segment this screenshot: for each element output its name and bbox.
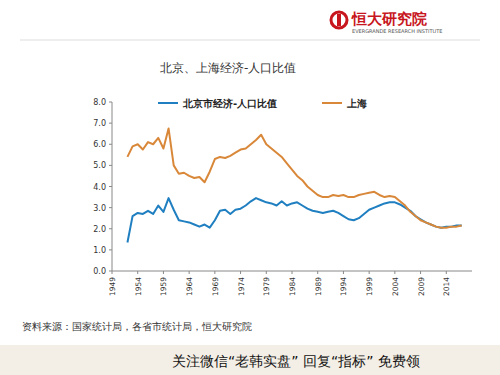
logo <box>337 14 341 26</box>
y-tick-label: 1.0 <box>93 246 106 255</box>
x-tick <box>394 271 395 274</box>
x-tick-label: 1969 <box>211 277 220 296</box>
x-tick-label: 1954 <box>134 277 143 296</box>
promo: 关注微信“老韩实盘” 回复“指标” 免费领 <box>172 353 420 369</box>
x-tick-label: 2009 <box>417 277 426 296</box>
y-tick <box>109 186 112 187</box>
y-tick-label: 3.0 <box>93 204 106 213</box>
line-series <box>127 128 461 227</box>
title: 北京、上海经济-人口比值 <box>160 61 296 75</box>
x-tick <box>317 271 318 274</box>
x-tick-label: 1974 <box>237 277 246 296</box>
legend-label: 北京市经济-人口比值 <box>182 98 277 109</box>
x-tick <box>163 271 164 274</box>
x-tick-label: 1984 <box>288 277 297 296</box>
x-tick <box>446 271 447 274</box>
source: 资料来源：国家统计局，各省市统计局，恒大研究院 <box>22 321 252 332</box>
x-tick <box>266 271 267 274</box>
footer-band <box>0 345 500 375</box>
x-tick <box>343 271 344 274</box>
x-tick-label: 1979 <box>262 277 271 296</box>
y-tick-label: 4.0 <box>93 183 106 192</box>
y-tick <box>109 249 112 250</box>
y-tick-label: 7.0 <box>93 119 106 128</box>
y-tick <box>109 123 112 124</box>
plot-area <box>127 128 461 242</box>
y-tick-label: 6.0 <box>93 140 106 149</box>
y-tick-label: 2.0 <box>93 225 106 234</box>
y-tick-label: 5.0 <box>93 161 106 170</box>
x-tick <box>112 271 113 274</box>
x-tick-label: 2004 <box>391 277 400 296</box>
logo <box>331 12 347 28</box>
x-tick <box>292 271 293 274</box>
y-tick <box>109 228 112 229</box>
x-tick-label: 1964 <box>185 277 194 296</box>
legend-label: 上海 <box>346 98 367 109</box>
y-tick <box>109 102 112 103</box>
legend-swatch <box>158 102 178 104</box>
x-tick <box>369 271 370 274</box>
legend-swatch <box>322 102 342 104</box>
header-rule <box>20 40 480 41</box>
x-tick-label: 2014 <box>442 277 451 296</box>
y-tick <box>109 144 112 145</box>
y-tick-label: 8.0 <box>93 98 106 107</box>
brand: 恒大研究院 <box>351 10 427 28</box>
y-tick <box>109 165 112 166</box>
y-tick <box>109 207 112 208</box>
x-tick-label: 1994 <box>339 277 348 296</box>
y-tick-label: 0.0 <box>93 267 106 276</box>
x-tick <box>214 271 215 274</box>
x-tick <box>189 271 190 274</box>
x-tick-label: 1949 <box>108 277 117 296</box>
x-tick <box>137 271 138 274</box>
chart: 恒大研究院EVERGRANDE RESEARCH INSTITUTE 北京、上海经… <box>0 0 500 375</box>
x-tick-label: 1959 <box>159 277 168 296</box>
x-tick <box>420 271 421 274</box>
x-tick-label: 1999 <box>365 277 374 296</box>
brand-en: EVERGRANDE RESEARCH INSTITUTE <box>352 28 442 34</box>
x-tick <box>240 271 241 274</box>
x-tick-label: 1989 <box>314 277 323 296</box>
line-series <box>127 198 461 242</box>
